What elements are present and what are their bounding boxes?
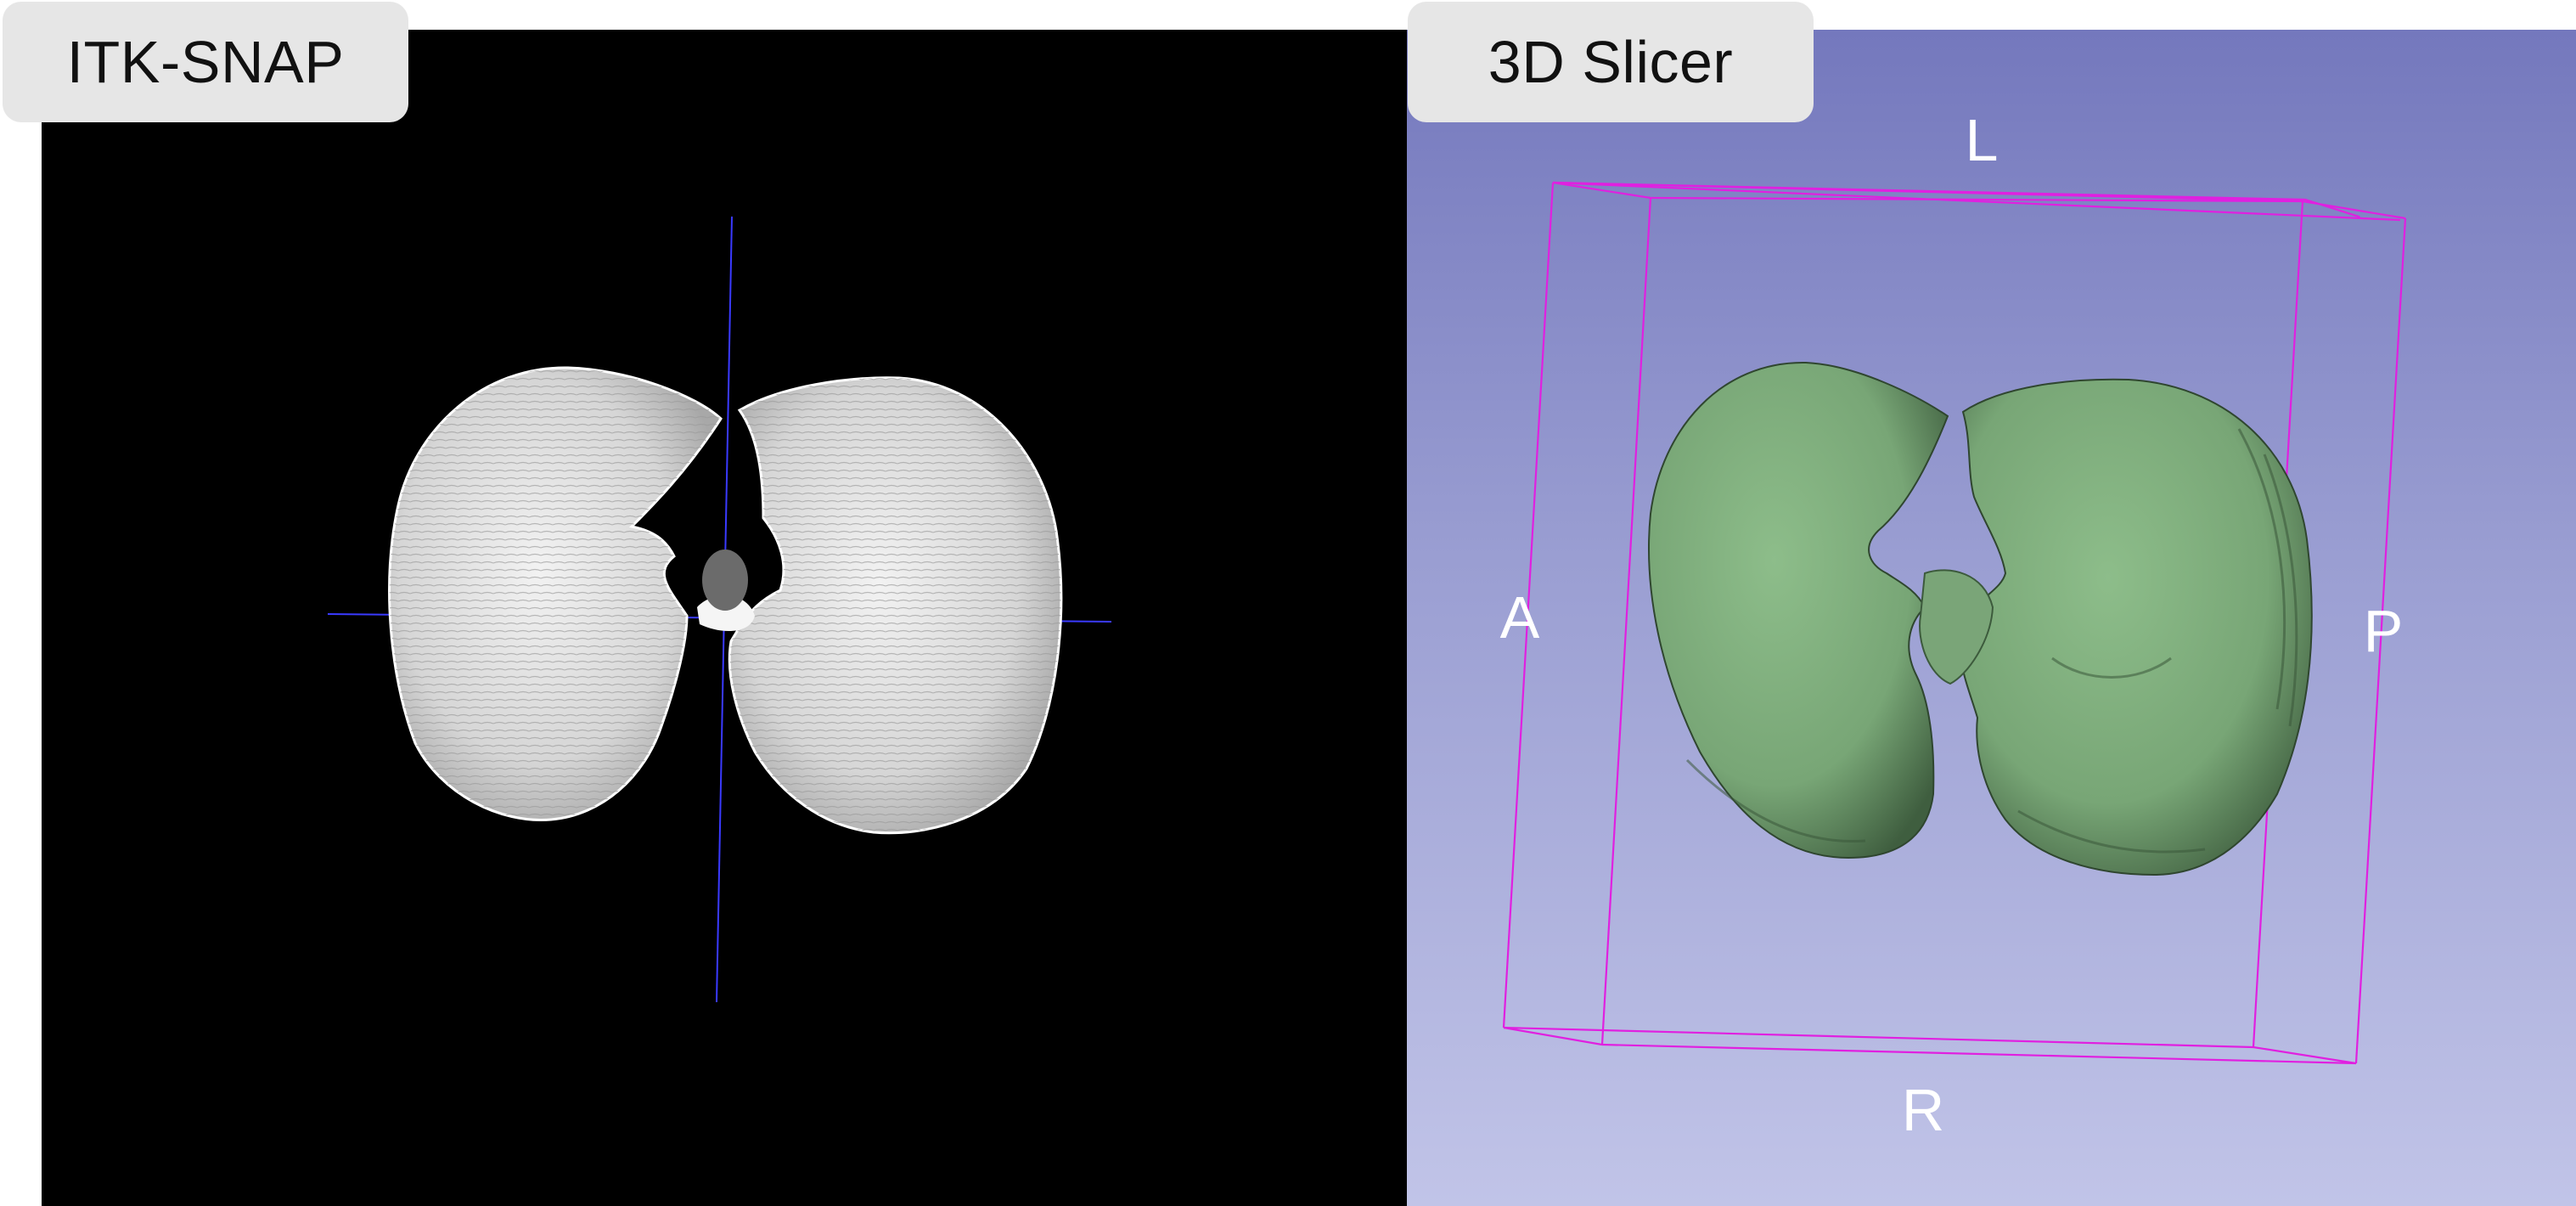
itk-right-lung-surface (728, 376, 1063, 835)
orientation-label-top: L (1965, 107, 1999, 173)
itk-snap-3d-viewport[interactable] (42, 30, 1407, 1206)
panel-tab-itk-snap: ITK-SNAP (3, 2, 408, 122)
panel-title-itk-snap: ITK-SNAP (66, 29, 345, 95)
orientation-label-left: A (1499, 584, 1540, 651)
itk-snap-render (327, 216, 1112, 1003)
orientation-label-right: P (2363, 598, 2404, 664)
slicer-3d-viewport[interactable]: L A P R (1407, 30, 2576, 1206)
slicer-mediastinal-structure (1919, 569, 1994, 685)
slicer-right-lung-surface (1959, 378, 2313, 876)
panel-title-3d-slicer: 3D Slicer (1488, 29, 1734, 95)
orientation-label-bottom: R (1901, 1077, 1945, 1143)
itk-trachea-segment (702, 549, 748, 611)
panel-tab-3d-slicer: 3D Slicer (1408, 2, 1814, 122)
slicer-left-lung-surface (1648, 361, 1949, 859)
slicer-render (1502, 181, 2407, 1065)
slicer-surface-ridges (1685, 428, 2298, 854)
itk-left-lung-surface (388, 366, 723, 821)
